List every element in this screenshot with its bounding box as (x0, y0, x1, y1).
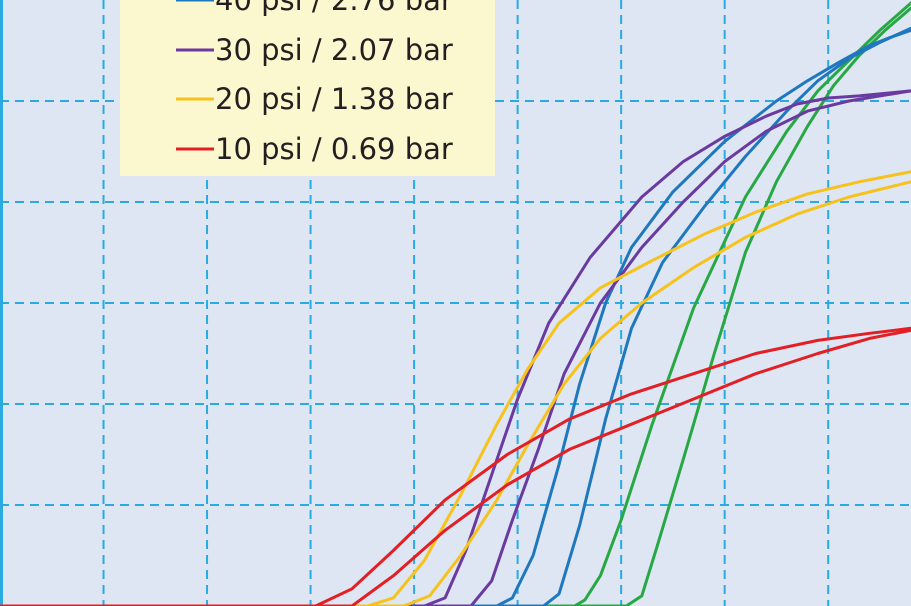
series-line-6 (0, 89, 911, 606)
series-line-4 (0, 26, 911, 606)
series-line-5 (0, 89, 911, 606)
series-line-7 (0, 170, 911, 606)
legend-box (120, 0, 495, 176)
series-line-9 (0, 326, 911, 606)
series-line-2 (0, 6, 911, 606)
series-line-10 (0, 328, 911, 606)
legend-label-10psi: 10 psi / 0.69 bar (215, 132, 453, 166)
legend-label-40psi: 40 psi / 2.76 bar (215, 0, 453, 17)
legend-label-30psi: 30 psi / 2.07 bar (215, 33, 453, 67)
legend: 40 psi / 2.76 bar 30 psi / 2.07 bar 20 p… (120, 0, 495, 176)
series-line-3 (0, 28, 911, 606)
legend-label-20psi: 20 psi / 1.38 bar (215, 82, 453, 116)
series-line-8 (0, 180, 911, 606)
